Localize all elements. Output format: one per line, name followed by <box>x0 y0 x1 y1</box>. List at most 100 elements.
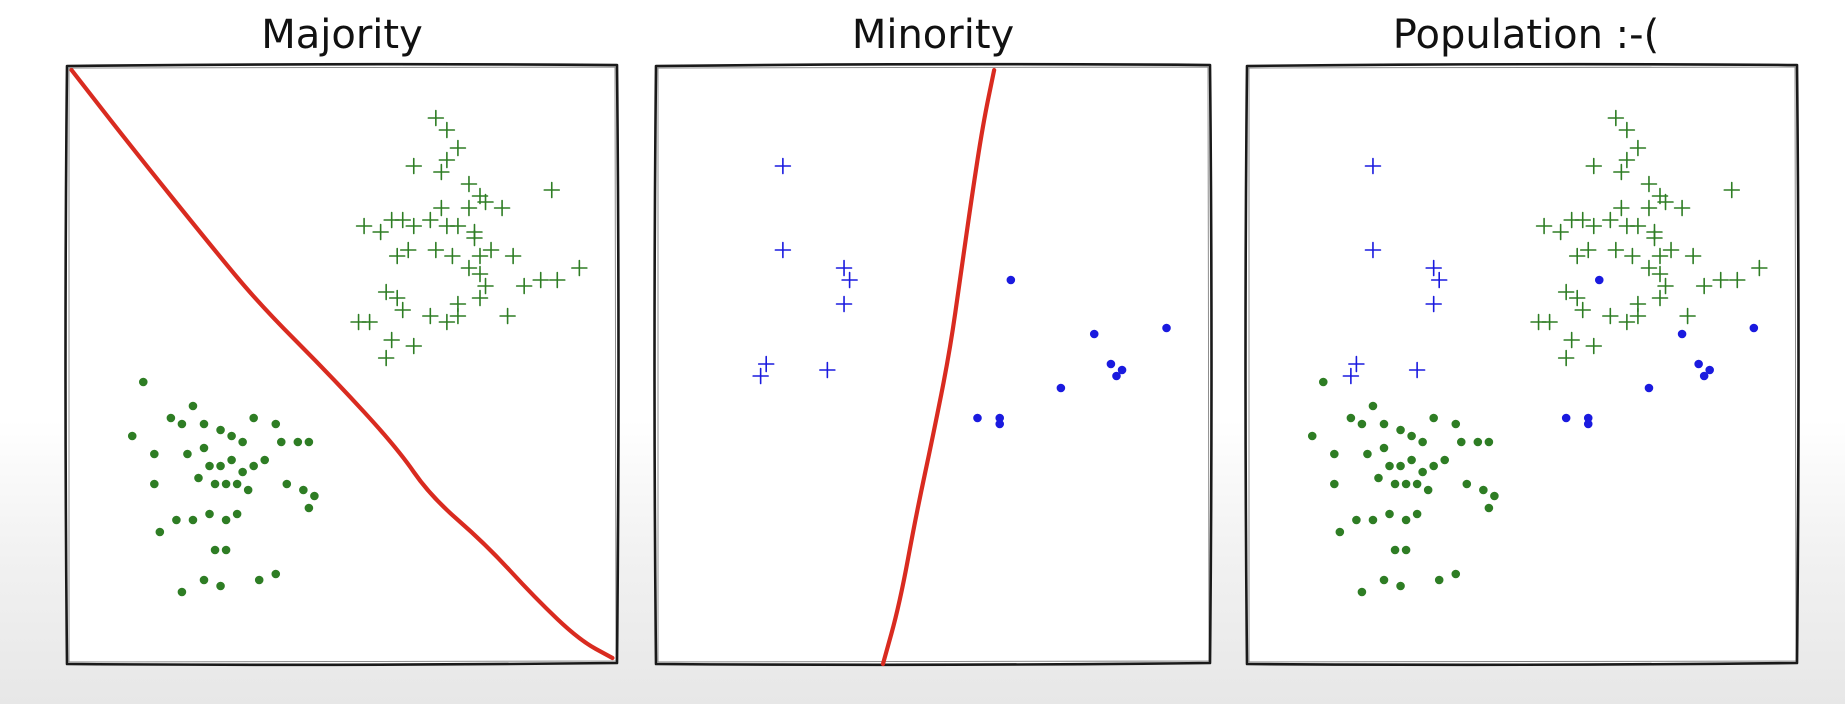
plus-marker-minority <box>1408 361 1426 379</box>
plus-marker <box>1646 229 1663 247</box>
plus-marker <box>1651 247 1669 265</box>
plus-marker <box>1723 181 1741 199</box>
dot-marker <box>1434 575 1444 585</box>
dot-marker <box>199 443 209 453</box>
dot-marker <box>238 467 247 477</box>
dot-marker <box>1396 581 1405 591</box>
points-population <box>1307 109 1768 597</box>
plus-marker <box>355 217 373 235</box>
dot-marker-minority <box>1699 371 1709 381</box>
dot-marker <box>216 425 225 435</box>
plus-marker <box>1629 307 1647 325</box>
plus-marker <box>427 109 445 127</box>
plus-marker <box>449 139 467 157</box>
dot-marker <box>304 437 314 447</box>
dot-marker <box>1335 527 1345 537</box>
plus-marker <box>1574 211 1592 229</box>
dot-marker <box>1346 413 1356 423</box>
dot-marker <box>238 437 247 447</box>
plus-marker <box>532 271 550 289</box>
plus-marker <box>543 181 561 199</box>
plus-marker <box>471 265 489 283</box>
panel-frame-population <box>1244 62 1800 667</box>
panel-frame-inner-stroke <box>68 66 617 663</box>
dot-marker <box>1379 443 1389 453</box>
plus-marker <box>444 247 461 265</box>
dot-marker <box>260 455 270 465</box>
dot-marker <box>1484 503 1494 513</box>
dot-marker <box>1401 515 1411 525</box>
dot-marker <box>1385 461 1394 471</box>
dot-marker <box>1368 401 1378 411</box>
dot-marker <box>1456 437 1466 447</box>
plus-marker <box>1585 337 1603 355</box>
dot-marker <box>249 413 258 423</box>
plus-marker-minority <box>1425 259 1442 277</box>
plus-marker <box>1557 349 1575 367</box>
dot-marker <box>138 377 148 387</box>
plus-marker <box>438 121 456 139</box>
dot-marker <box>205 461 214 471</box>
dot-marker <box>183 449 192 459</box>
dot-marker <box>216 461 225 471</box>
plus-marker <box>377 283 395 301</box>
plus-marker <box>1613 199 1630 217</box>
dot-marker-minority <box>1583 413 1593 423</box>
dot-marker <box>1379 419 1389 429</box>
panel-frame-border <box>653 62 1213 667</box>
dot-marker <box>1418 467 1427 477</box>
dot-marker <box>1451 419 1461 429</box>
plus-marker <box>1679 307 1696 325</box>
dot-marker <box>227 431 236 441</box>
plus-marker <box>449 307 467 325</box>
plus-marker <box>1618 313 1636 331</box>
dot-marker-minority <box>1677 329 1687 339</box>
plus-marker <box>438 151 456 169</box>
dot-marker <box>1112 371 1121 381</box>
dot-marker <box>1412 509 1422 519</box>
panel-frame-inner-stroke <box>657 66 1210 663</box>
plus-marker <box>1574 301 1592 319</box>
dot-marker <box>221 479 231 489</box>
plus-marker <box>1552 223 1569 241</box>
plus-marker <box>835 295 853 313</box>
dot-marker <box>1484 437 1494 447</box>
plus-marker <box>1640 175 1658 193</box>
dot-marker <box>254 575 264 585</box>
plus-marker <box>1535 217 1553 235</box>
dot-marker <box>1330 449 1339 459</box>
decision-boundary-line <box>880 67 997 667</box>
dot-marker <box>1412 479 1422 489</box>
dot-marker <box>1473 437 1483 447</box>
plus-marker <box>1651 265 1669 283</box>
plus-marker <box>1712 271 1730 289</box>
plus-marker <box>1602 211 1619 229</box>
panel-population: Population :-( <box>1244 12 1800 667</box>
dot-marker <box>188 401 198 411</box>
dot-marker <box>1401 545 1411 555</box>
dot-marker <box>299 485 308 495</box>
plus-marker <box>482 241 500 259</box>
plus-marker <box>1585 157 1603 175</box>
dot-marker <box>304 503 314 513</box>
plus-marker-minority <box>1342 367 1360 385</box>
plus-marker <box>405 337 423 355</box>
plus-marker-minority <box>1364 157 1382 175</box>
dot-marker <box>1451 569 1461 579</box>
plus-marker <box>774 157 792 175</box>
plus-marker <box>399 241 417 259</box>
dot-marker <box>1106 359 1116 369</box>
plus-marker <box>1651 289 1669 307</box>
plus-marker <box>1568 247 1586 265</box>
dot-marker <box>1117 365 1127 375</box>
panel-frame-majority <box>64 62 620 667</box>
dot-marker <box>1407 431 1416 441</box>
dot-marker-minority <box>1583 419 1593 429</box>
plus-marker <box>819 361 836 379</box>
dot-marker <box>243 485 253 495</box>
plus-marker <box>1541 313 1558 331</box>
plus-marker <box>1684 247 1702 265</box>
dot-marker-minority <box>1749 323 1759 333</box>
plus-marker <box>1728 271 1746 289</box>
plus-marker <box>394 211 412 229</box>
